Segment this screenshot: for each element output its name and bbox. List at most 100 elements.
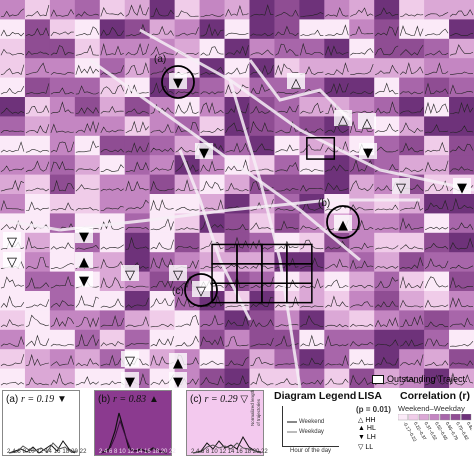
grid-cell — [49, 97, 76, 117]
cell-trajectory — [75, 333, 100, 347]
panel-c: (c) r = 0.29 ▽ 2 4 6 8 10 12 14 16 18 20… — [186, 390, 268, 456]
cell-trajectory — [250, 105, 274, 114]
cell-trajectory — [0, 295, 25, 308]
diagram-legend-ylabel: Normalized length of trajectories — [250, 389, 261, 426]
cell-trajectory — [275, 9, 299, 17]
cell-trajectory — [25, 314, 49, 328]
legend-weekend: Weekend — [299, 419, 325, 425]
cell-trajectory — [175, 27, 199, 37]
grid-cell — [349, 291, 375, 311]
grid-cell — [149, 174, 176, 195]
grid-cell — [99, 232, 126, 253]
cell-trajectory — [325, 140, 349, 153]
grid-cell — [274, 368, 300, 388]
outstanding-traject: Outstanding Traject. — [372, 374, 468, 384]
grid-cell — [249, 97, 275, 117]
grid-cell — [349, 213, 375, 234]
diagram-legend-title: Diagram Legend — [274, 390, 357, 402]
grid-cell — [99, 19, 126, 40]
grid-cell — [74, 194, 101, 214]
cell-trajectory — [349, 180, 374, 192]
bottom-legend-area: (a) r = 0.19 ▼ 2 4 6 8 10 12 14 16 18 20… — [0, 374, 474, 458]
cell-trajectory — [449, 360, 474, 366]
cell-trajectory — [375, 276, 399, 289]
grid-cell — [49, 116, 76, 137]
cell-trajectory — [400, 13, 424, 17]
grid-cell — [0, 0, 26, 20]
grid-cell — [174, 213, 201, 234]
grid-cell — [299, 19, 325, 40]
lisa-marker-bg — [392, 178, 410, 194]
grid-cell — [149, 329, 176, 350]
grid-cell — [24, 232, 51, 253]
cell-trajectory — [100, 7, 124, 17]
cell-trajectory — [125, 161, 149, 172]
cell-trajectory — [225, 304, 249, 308]
grid-cell — [274, 155, 300, 176]
panel-b: (b) r = 0.83 ▲ 2 4 6 8 10 12 14 16 18 20… — [94, 390, 176, 456]
grid-cell — [449, 349, 474, 370]
cell-trajectory — [225, 63, 249, 75]
grid-cell — [299, 0, 325, 20]
grid-cell — [49, 58, 76, 79]
cell-trajectory — [0, 318, 24, 328]
cell-trajectory — [25, 104, 50, 114]
grid-cell — [349, 0, 375, 20]
grid-cell — [174, 97, 201, 117]
grid-cell — [24, 135, 51, 156]
cell-trajectory — [300, 143, 324, 153]
grid-cell — [99, 0, 126, 20]
cell-trajectory — [350, 341, 374, 347]
grid-cell — [149, 97, 176, 117]
lisa-marker-bg — [287, 73, 305, 89]
cell-trajectory — [399, 354, 424, 367]
grid-cell — [399, 329, 425, 350]
cell-trajectory — [424, 338, 449, 347]
cell-trajectory — [225, 336, 249, 347]
grid-cell — [224, 19, 250, 40]
cell-trajectory — [100, 43, 124, 56]
cell-trajectory — [0, 85, 25, 95]
cell-trajectory — [25, 236, 49, 250]
grid-cell — [0, 291, 26, 311]
highlight-circle-a — [161, 65, 195, 99]
cell-trajectory — [200, 102, 224, 114]
cell-trajectory — [25, 50, 50, 56]
cell-trajectory — [275, 63, 299, 76]
grid-cell — [199, 0, 226, 20]
grid-cell — [449, 194, 474, 214]
grid-cell — [399, 291, 425, 311]
cell-trajectory — [175, 246, 199, 250]
map-label-c: (c) — [172, 286, 184, 297]
grid-cell — [49, 174, 76, 195]
grid-cell — [99, 252, 126, 273]
grid-cell — [49, 271, 76, 292]
grid-cell — [374, 77, 400, 98]
cell-trajectory — [0, 107, 25, 114]
cell-trajectory — [275, 220, 299, 231]
cell-trajectory — [200, 127, 224, 134]
cell-trajectory — [349, 120, 374, 133]
cell-trajectory — [200, 91, 224, 95]
cell-trajectory — [125, 108, 149, 114]
grid-cell — [299, 135, 325, 156]
cell-trajectory — [250, 168, 274, 172]
diagram-legend-lines — [287, 421, 297, 433]
cell-trajectory — [250, 297, 274, 308]
grid-cell — [274, 116, 300, 137]
cell-trajectory — [125, 297, 149, 308]
grid-cell — [24, 174, 51, 195]
grid-cell — [149, 252, 176, 273]
cell-trajectory — [125, 142, 149, 153]
cell-trajectory — [349, 204, 374, 211]
cell-trajectory — [449, 143, 474, 153]
grid-cell — [274, 310, 300, 331]
grid-cell — [424, 349, 450, 370]
cell-trajectory — [25, 187, 50, 192]
cell-trajectory — [150, 66, 174, 75]
cell-trajectory — [275, 202, 299, 211]
grid-cell — [149, 155, 176, 176]
cell-trajectory — [449, 222, 474, 231]
grid-cell — [0, 349, 26, 370]
grid-cell — [349, 232, 375, 253]
